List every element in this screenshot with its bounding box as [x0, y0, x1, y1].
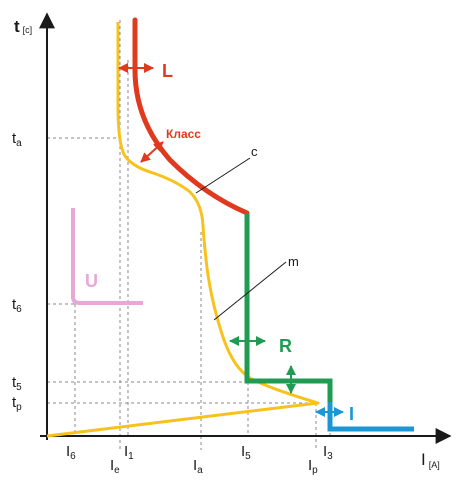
tick-Ie: Ie	[110, 457, 120, 476]
label-m: m	[288, 254, 299, 269]
label-L: L	[162, 61, 173, 81]
tick-tp: tp	[12, 394, 22, 413]
label-c: c	[251, 144, 258, 159]
tick-Ia: Ia	[193, 457, 203, 476]
tick-I3: I3	[323, 443, 333, 462]
tick-I5: I5	[241, 443, 251, 462]
curve-m	[46, 22, 320, 438]
label-U: U	[85, 271, 98, 291]
label-klass: Класс	[166, 127, 201, 141]
tick-t6: t6	[12, 296, 22, 315]
curve-R	[244, 213, 333, 402]
tick-Ip: Ip	[308, 457, 318, 476]
curve-c	[132, 17, 250, 216]
tick-I6: I6	[66, 443, 76, 462]
label-I: I	[349, 404, 354, 424]
guide-lines	[47, 20, 331, 450]
tick-I1: I1	[124, 443, 134, 462]
curve-I	[327, 402, 414, 432]
leader-c	[195, 157, 251, 194]
tick-t5: t5	[12, 374, 22, 393]
y-axis-title: t [c]	[14, 17, 32, 36]
leader-m	[213, 261, 287, 321]
label-R: R	[279, 336, 292, 356]
tick-ta: ta	[12, 130, 22, 149]
x-axis-title: I [A]	[421, 450, 440, 470]
curve-U	[71, 208, 143, 305]
arrow-klass	[140, 141, 164, 163]
